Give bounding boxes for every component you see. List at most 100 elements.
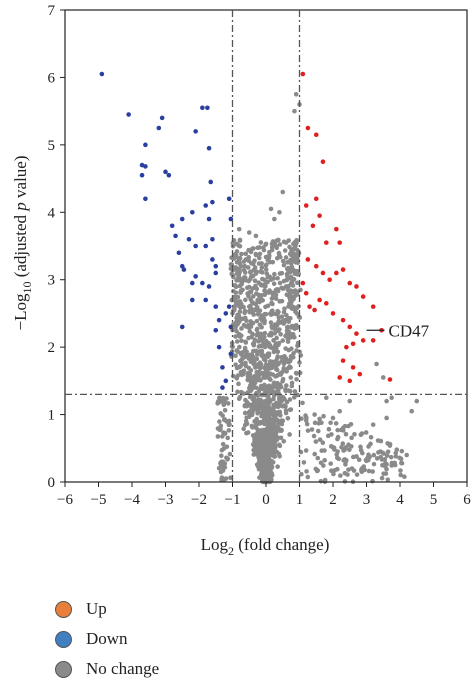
point-down [223, 311, 229, 316]
point-no-change [271, 380, 277, 386]
point-no-change [276, 403, 282, 409]
point-up [320, 270, 326, 276]
point-no-change [239, 338, 244, 343]
point-no-change [259, 446, 264, 451]
point-no-change [280, 258, 286, 264]
point-no-change [235, 389, 240, 395]
point-no-change [275, 275, 280, 281]
point-no-change [252, 278, 258, 284]
point-no-change [259, 333, 265, 339]
point-down [166, 172, 172, 178]
point-no-change [299, 471, 304, 477]
point-no-change [237, 283, 243, 289]
point-no-change [242, 345, 248, 351]
legend-swatch-down [55, 630, 72, 648]
point-no-change [278, 332, 283, 337]
point-no-change [276, 411, 282, 416]
point-no-change [347, 398, 353, 404]
point-down [220, 385, 225, 390]
point-up [330, 311, 336, 316]
point-no-change [381, 471, 386, 476]
point-no-change [340, 425, 346, 431]
point-no-change [384, 453, 390, 458]
point-no-change [262, 442, 268, 448]
point-no-change [244, 415, 249, 420]
point-no-change [261, 316, 267, 321]
point-no-change [256, 442, 261, 448]
point-no-change [254, 356, 260, 362]
point-no-change [265, 257, 271, 263]
point-no-change [264, 402, 269, 407]
point-no-change [236, 313, 242, 319]
point-no-change [300, 400, 305, 406]
point-no-change [253, 301, 258, 307]
point-up [320, 159, 326, 165]
point-no-change [257, 251, 263, 257]
point-no-change [291, 350, 296, 356]
point-no-change [263, 475, 268, 481]
point-no-change [275, 354, 280, 359]
point-no-change [249, 412, 255, 418]
point-no-change [245, 430, 251, 435]
point-no-change [309, 427, 315, 432]
point-no-change [245, 291, 250, 296]
point-no-change [263, 242, 268, 247]
point-up [324, 240, 329, 245]
point-no-change [263, 267, 269, 272]
point-no-change [399, 460, 405, 466]
point-no-change [241, 322, 247, 328]
point-no-change [283, 284, 289, 289]
point-no-change [322, 448, 327, 453]
point-no-change [293, 322, 299, 328]
point-no-change [229, 262, 234, 267]
point-no-change [294, 305, 300, 311]
point-no-change [269, 300, 274, 306]
point-no-change [236, 396, 242, 401]
point-up [350, 365, 356, 370]
legend-label-up: Up [86, 599, 107, 618]
point-up [307, 304, 312, 309]
point-no-change [259, 283, 265, 288]
point-no-change [242, 403, 248, 409]
legend-swatch-no-change [55, 660, 72, 678]
point-down [156, 125, 162, 131]
point-no-change [269, 345, 275, 351]
y-axis-title-mid: (adjusted [11, 211, 30, 282]
point-no-change [349, 435, 354, 441]
point-up [347, 378, 353, 384]
point-no-change [234, 339, 240, 344]
point-no-change [240, 287, 245, 293]
point-no-change [237, 344, 242, 350]
point-up [360, 294, 366, 299]
point-no-change [276, 252, 282, 258]
point-up [313, 263, 319, 269]
point-no-change [340, 441, 346, 446]
point-no-change [393, 454, 399, 459]
point-no-change [264, 466, 270, 472]
point-no-change [359, 431, 365, 436]
point-up [370, 338, 376, 343]
legend: Up Down No change [55, 594, 159, 684]
point-no-change [384, 415, 389, 421]
point-no-change [370, 469, 375, 474]
point-no-change [262, 342, 268, 347]
point-no-change [257, 299, 262, 305]
point-no-change [257, 420, 263, 426]
point-no-change [274, 417, 280, 423]
point-no-change [366, 468, 372, 474]
point-no-change [261, 247, 267, 253]
point-no-change [286, 316, 292, 321]
point-no-change [254, 318, 260, 324]
point-no-change [252, 376, 257, 382]
point-up [360, 338, 366, 343]
point-up [313, 196, 319, 202]
point-no-change [248, 276, 253, 282]
point-no-change [250, 246, 255, 251]
point-up [334, 226, 339, 232]
point-no-change [288, 407, 294, 412]
point-no-change [256, 310, 262, 315]
point-up [337, 240, 343, 245]
point-up [340, 358, 346, 363]
point-no-change [368, 441, 373, 447]
point-up [354, 331, 359, 336]
